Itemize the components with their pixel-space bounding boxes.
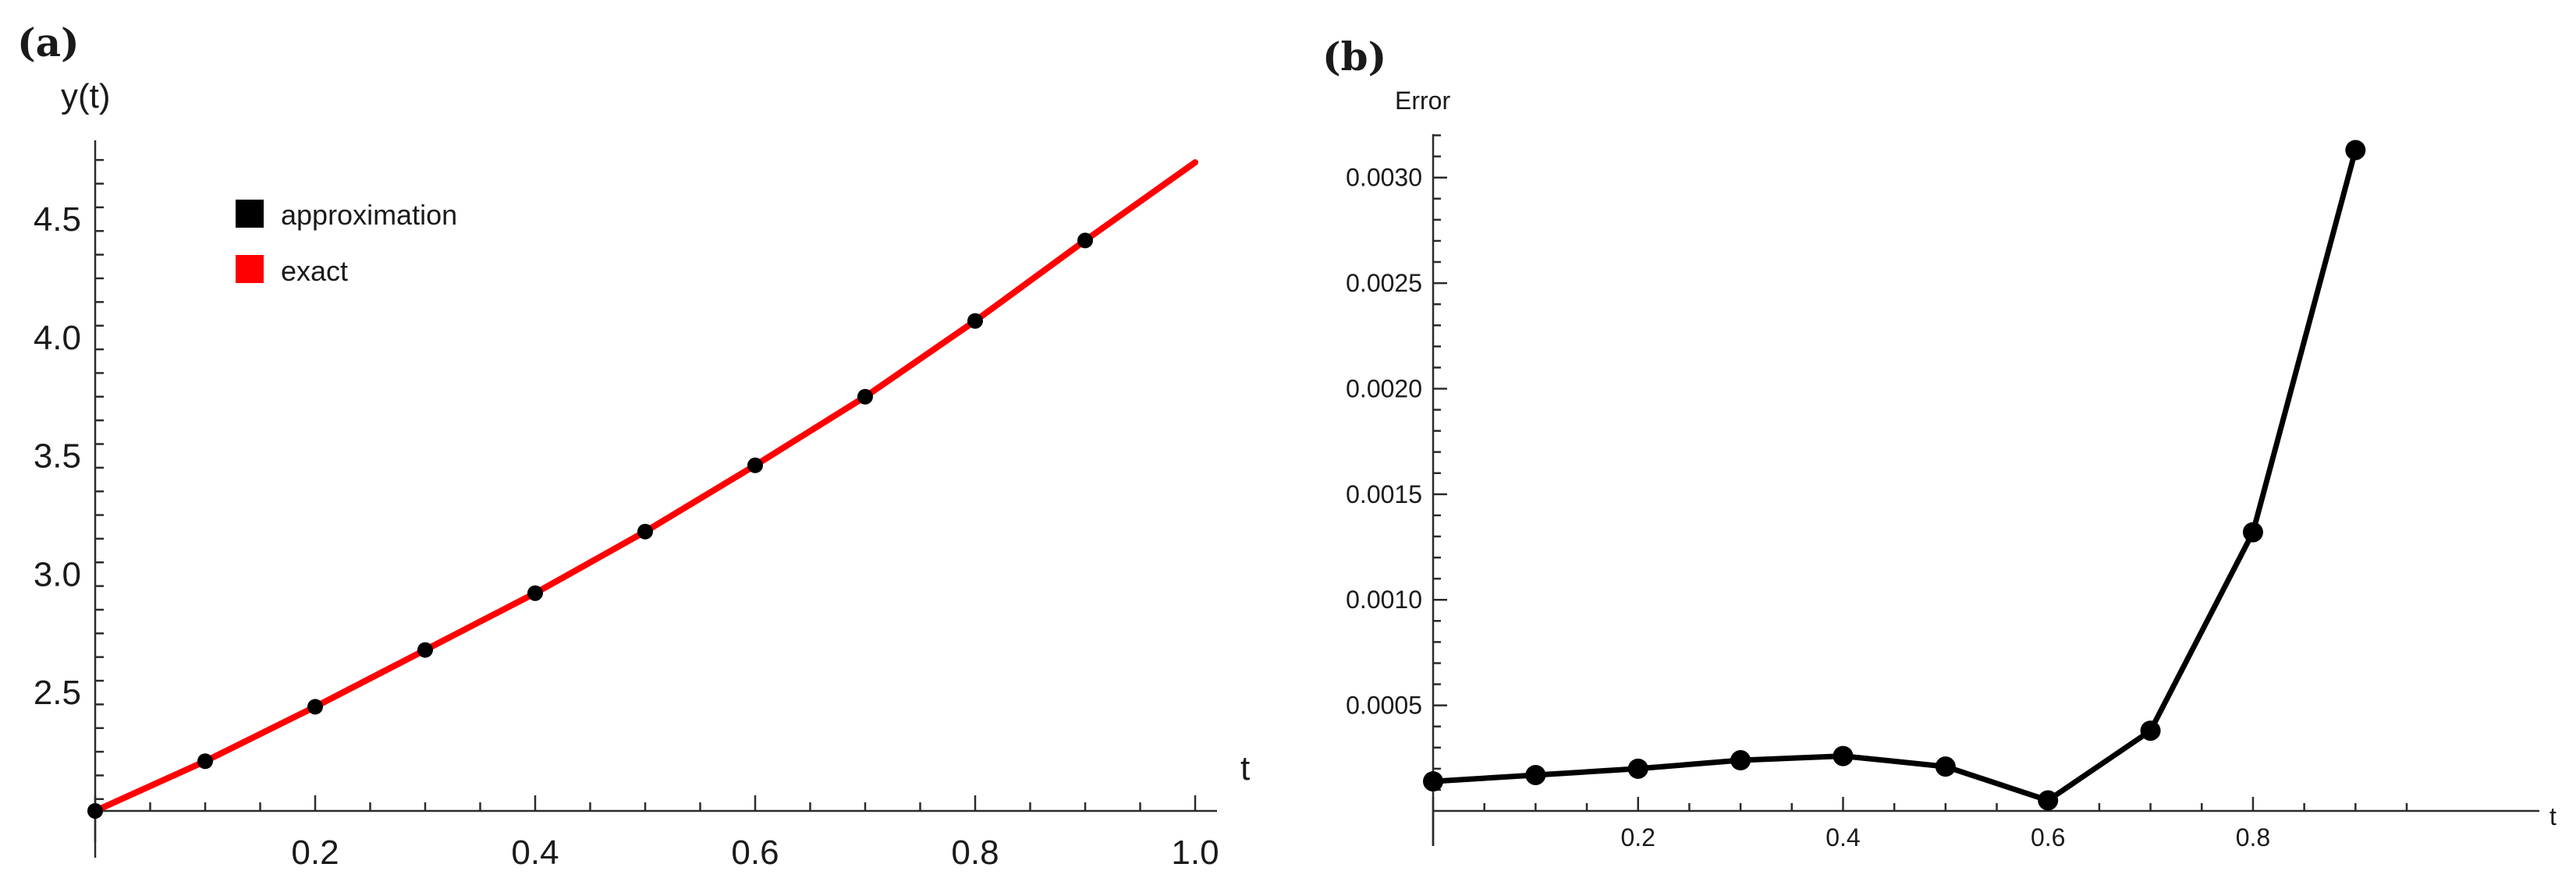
chart-b-axes <box>1432 134 2539 846</box>
legend-label-exact: exact <box>281 255 348 287</box>
chart-a-x-tick-label: 0.8 <box>951 834 999 872</box>
chart-a-y-tick-label: 3.0 <box>34 555 81 593</box>
chart-a-approximation-point <box>857 388 873 405</box>
chart-a-y-ticks: 2.5 3.0 3.5 4.0 4.5 <box>34 158 104 801</box>
chart-b-error-point <box>2038 790 2059 811</box>
chart-a-y-tick-label: 4.5 <box>34 200 81 239</box>
chart-a-approximation-point <box>967 313 983 329</box>
chart-b-error-point <box>1833 745 1854 766</box>
legend-swatch-approximation <box>236 200 264 228</box>
chart-a-x-tick-label: 0.2 <box>291 834 339 872</box>
chart-a-approximation-point <box>87 803 103 819</box>
chart-b-series-error <box>1423 140 2366 811</box>
chart-a-x-axis-label: t <box>1240 749 1250 788</box>
chart-b: (b) Error t 0.2 0.4 0.6 0.8 0.00050.00100.0… <box>1322 34 2556 851</box>
chart-b-x-tick-label: 0.8 <box>2236 823 2270 851</box>
chart-b-error-point <box>1525 764 1546 785</box>
legend-swatch-exact <box>236 255 264 283</box>
chart-b-y-axis-label: Error <box>1395 87 1450 115</box>
chart-b-y-tick-label: 0.0025 <box>1346 269 1422 297</box>
chart-a-approximation-point <box>527 585 543 601</box>
chart-b-y-tick-label: 0.0020 <box>1346 374 1422 402</box>
chart-b-error-line <box>1432 149 2358 803</box>
chart-a-approximation-point <box>1077 232 1093 249</box>
chart-a-x-tick-label: 0.6 <box>731 834 779 872</box>
chart-a-axes <box>94 140 1217 858</box>
chart-a-y-tick-label: 3.5 <box>34 437 81 476</box>
chart-a-approximation-point <box>417 642 433 658</box>
chart-b-x-ticks: 0.2 0.4 0.6 0.8 <box>1483 797 2408 851</box>
chart-a-approximation-point <box>747 457 763 473</box>
chart-b-y-tick-label: 0.0030 <box>1346 164 1422 192</box>
chart-a-approximation-point <box>197 753 213 770</box>
chart-a-approximation-point <box>637 523 653 540</box>
chart-b-y-tick-label: 0.0010 <box>1346 586 1422 614</box>
chart-b-error-point <box>1935 756 1956 777</box>
chart-a: (a) y(t) t 0.2 0.4 0.6 0.8 1.0 2.5 3.0 3.5 4.0 4… <box>17 19 1250 872</box>
panel-b-label: (b) <box>1322 34 1386 80</box>
chart-b-error-point <box>1730 750 1751 771</box>
chart-a-legend: approximation exact <box>236 199 457 287</box>
chart-a-y-tick-label: 4.0 <box>34 319 81 357</box>
chart-b-x-axis-label: t <box>2549 802 2556 830</box>
chart-a-y-axis-label: y(t) <box>61 77 111 115</box>
chart-b-y-tick-label: 0.0015 <box>1346 480 1422 508</box>
chart-b-x-tick-label: 0.6 <box>2031 823 2065 851</box>
chart-a-x-tick-label: 1.0 <box>1171 834 1219 872</box>
chart-b-error-point <box>2140 720 2161 742</box>
chart-a-approximation-point <box>307 699 323 715</box>
legend-label-approximation: approximation <box>281 199 457 231</box>
chart-b-error-point <box>1423 771 1443 792</box>
chart-b-x-tick-label: 0.2 <box>1620 823 1655 851</box>
chart-a-x-ticks: 0.2 0.4 0.6 0.8 1.0 <box>149 795 1219 872</box>
panel-a-label: (a) <box>17 19 80 65</box>
chart-b-error-point <box>2345 140 2366 161</box>
chart-b-y-ticks: 0.0005 0.0010 0.0015 0.0020 0.0025 0.0030 <box>1346 134 1447 791</box>
chart-a-y-tick-label: 2.5 <box>34 674 81 712</box>
chart-a-series-approximation <box>87 232 1093 819</box>
chart-b-error-point <box>2242 522 2263 543</box>
chart-b-x-tick-label: 0.4 <box>1826 823 1860 851</box>
chart-b-error-point <box>1627 758 1648 779</box>
chart-b-y-tick-label: 0.0005 <box>1346 692 1422 720</box>
chart-a-x-tick-label: 0.4 <box>511 834 559 872</box>
